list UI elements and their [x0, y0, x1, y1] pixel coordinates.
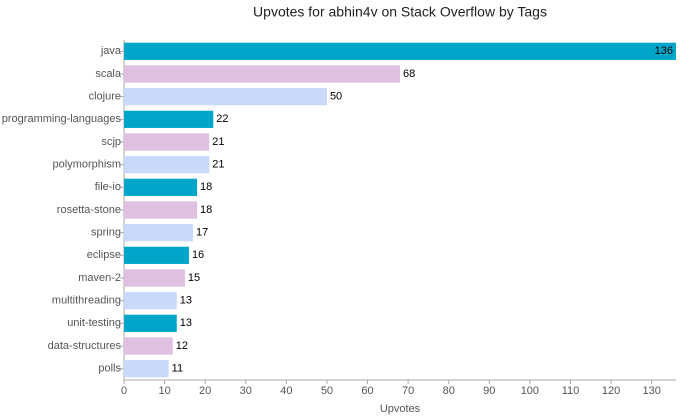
- x-tick-label: 80: [443, 385, 455, 397]
- value-label: 136: [655, 45, 673, 57]
- y-tick-label: polls: [98, 363, 121, 375]
- y-tick-label: scjp: [101, 136, 121, 148]
- value-label: 50: [330, 91, 342, 103]
- bar: [124, 314, 177, 332]
- bar: [124, 65, 400, 83]
- value-label: 15: [188, 272, 200, 284]
- x-tick-label: 90: [483, 385, 495, 397]
- x-tick-label: 40: [280, 385, 292, 397]
- x-tick-label: 120: [602, 385, 620, 397]
- y-tick-label: clojure: [89, 91, 121, 103]
- y-tick-label: maven-2: [78, 272, 121, 284]
- bar: [124, 201, 198, 219]
- value-label: 18: [200, 204, 212, 216]
- bar: [124, 88, 327, 106]
- x-axis-label: Upvotes: [380, 403, 421, 415]
- bar: [124, 246, 189, 264]
- y-tick-label: rosetta-stone: [57, 204, 121, 216]
- x-tick-label: 20: [199, 385, 211, 397]
- value-label: 22: [216, 113, 228, 125]
- y-tick-label: java: [100, 45, 122, 57]
- value-label: 68: [403, 68, 415, 80]
- bar: [124, 269, 185, 287]
- bar: [124, 224, 193, 242]
- y-tick-label: data-structures: [48, 340, 122, 352]
- y-tick-label: programming-languages: [2, 113, 122, 125]
- bar: [124, 133, 210, 151]
- x-tick-label: 110: [562, 385, 580, 397]
- value-label: 11: [172, 363, 183, 375]
- bar: [124, 156, 210, 174]
- value-label: 12: [176, 340, 188, 352]
- y-tick-label: file-io: [95, 181, 121, 193]
- bar: [124, 110, 214, 128]
- value-label: 18: [200, 181, 212, 193]
- bar: [124, 292, 177, 310]
- bar: [124, 360, 169, 378]
- x-tick-label: 70: [402, 385, 414, 397]
- bar: [124, 337, 173, 355]
- value-label: 21: [212, 159, 224, 171]
- bar: [124, 178, 198, 196]
- value-label: 16: [192, 249, 204, 261]
- y-tick-label: unit-testing: [67, 317, 121, 329]
- value-label: 13: [180, 295, 192, 307]
- value-label: 13: [180, 317, 192, 329]
- y-tick-label: scala: [95, 68, 122, 80]
- y-tick-label: multithreading: [52, 295, 121, 307]
- x-tick-label: 10: [158, 385, 170, 397]
- x-tick-label: 50: [321, 385, 333, 397]
- y-tick-label: polymorphism: [53, 159, 121, 171]
- x-tick-label: 130: [642, 385, 660, 397]
- y-tick-label: spring: [91, 227, 121, 239]
- x-tick-label: 100: [521, 385, 539, 397]
- chart-title: Upvotes for abhin4v on Stack Overflow by…: [253, 4, 547, 20]
- value-label: 21: [212, 136, 224, 148]
- x-tick-label: 30: [240, 385, 252, 397]
- x-tick-label: 0: [121, 385, 127, 397]
- bar: [124, 42, 676, 60]
- y-tick-label: eclipse: [87, 249, 121, 261]
- value-label: 17: [196, 227, 208, 239]
- x-tick-label: 60: [361, 385, 373, 397]
